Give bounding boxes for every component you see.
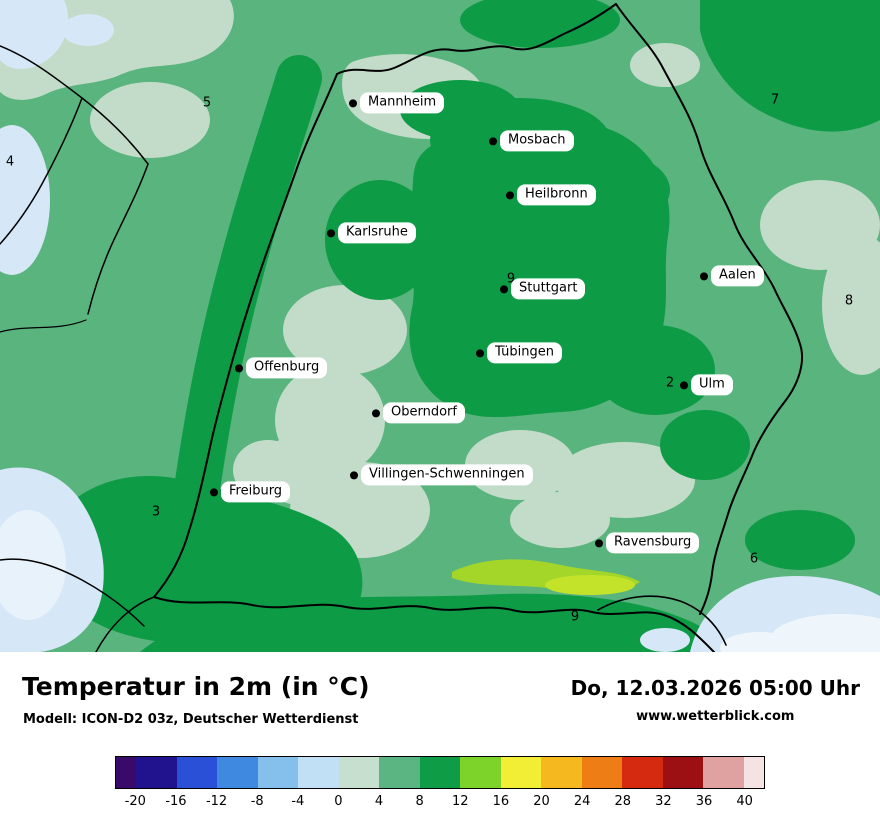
city-label: Mosbach: [500, 130, 574, 152]
city-marker: Ulm: [680, 374, 733, 396]
legend-segment: [136, 757, 177, 788]
legend-tick-label: -12: [205, 794, 228, 809]
legend-tick-label: 4: [374, 794, 384, 809]
city-label: Offenburg: [246, 357, 328, 379]
temperature-value: 7: [770, 92, 780, 108]
city-dot-icon: [700, 272, 708, 280]
temperature-value: 3: [151, 504, 161, 520]
city-dot-icon: [595, 539, 603, 547]
city-dot-icon: [476, 349, 484, 357]
city-dot-icon: [327, 229, 335, 237]
legend-tick-label: 40: [736, 794, 753, 809]
city-label: Stuttgart: [511, 278, 586, 300]
weather-map: Mannheim Mosbach Heilbronn Karlsruhe Stuttga…: [0, 0, 880, 652]
page-title: Temperatur in 2m (in °C): [22, 672, 370, 701]
temperature-value: 4: [5, 154, 15, 170]
legend-segment: [298, 757, 339, 788]
legend-tick-label: 12: [452, 794, 469, 809]
footer-right: Do, 12.03.2026 05:00 Uhr www.wetterblick…: [571, 676, 860, 724]
legend-tick-label: 0: [334, 794, 343, 809]
legend-tick-label: -20: [124, 794, 146, 809]
temperature-value: 9: [570, 609, 580, 625]
city-label: Karlsruhe: [338, 222, 416, 244]
city-marker: Mosbach: [489, 130, 574, 152]
legend-tick-label: -4: [291, 794, 305, 809]
map-annotations: Mannheim Mosbach Heilbronn Karlsruhe Stuttga…: [5, 92, 854, 625]
legend-segment: [176, 757, 218, 788]
city-dot-icon: [372, 409, 380, 417]
forecast-datetime: Do, 12.03.2026 05:00 Uhr: [570, 676, 860, 700]
legend-segment: [662, 757, 704, 788]
legend-tick-label: 28: [614, 794, 632, 809]
legend-segment: [257, 757, 299, 788]
city-dot-icon: [210, 488, 218, 496]
temperature-value: 5: [202, 95, 212, 111]
model-info: Modell: ICON-D2 03z, Deutscher Wetterdie…: [23, 712, 359, 727]
legend-tick-label: -8: [250, 794, 264, 809]
website-url: www.wetterblick.com: [636, 709, 795, 724]
city-marker: Oberndorf: [372, 402, 465, 424]
legend-segment: [703, 757, 744, 788]
legend-segment: [743, 757, 764, 788]
legend-segment: [622, 757, 663, 788]
legend-segment: [217, 757, 258, 788]
city-label: Freiburg: [221, 481, 291, 503]
city-label: Tübingen: [487, 342, 562, 364]
legend-segment: [500, 757, 542, 788]
legend-tick-label: 16: [492, 794, 510, 809]
legend-tick-label: -16: [165, 794, 187, 809]
city-marker: Offenburg: [235, 357, 328, 379]
city-dot-icon: [349, 99, 357, 107]
city-label: Ulm: [691, 374, 733, 396]
temperature-value: 2: [665, 375, 675, 391]
city-marker: Villingen-Schwenningen: [350, 464, 533, 486]
city-label: Mannheim: [360, 92, 445, 114]
city-marker: Stuttgart: [500, 278, 586, 300]
city-dot-icon: [680, 381, 688, 389]
legend-segment: [116, 757, 137, 788]
legend-segment: [541, 757, 582, 788]
city-dot-icon: [235, 364, 243, 372]
legend-ticks: -20 -16 -12 -8 -4 0 4 8 12 16 20 24 28 32 36 40: [115, 794, 765, 814]
city-marker: Freiburg: [210, 481, 291, 503]
legend-tick-label: 20: [533, 794, 550, 809]
legend-tick-label: 8: [415, 794, 424, 809]
legend-tick-label: 24: [573, 794, 591, 809]
city-marker: Aalen: [700, 265, 764, 287]
city-label: Heilbronn: [517, 184, 596, 206]
legend-segment: [338, 757, 380, 788]
city-dot-icon: [350, 471, 358, 479]
city-dot-icon: [500, 285, 508, 293]
legend-segment: [460, 757, 501, 788]
city-label: Oberndorf: [383, 402, 465, 424]
city-marker: Tübingen: [476, 342, 562, 364]
temperature-value: 6: [749, 551, 759, 567]
footer: Temperatur in 2m (in °C) Modell: ICON-D2…: [0, 652, 880, 830]
city-marker: Mannheim: [349, 92, 445, 114]
city-marker: Karlsruhe: [327, 222, 416, 244]
legend-bar: [115, 756, 765, 789]
legend-segment: [419, 757, 461, 788]
city-label: Ravensburg: [606, 532, 700, 554]
city-dot-icon: [489, 137, 497, 145]
temperature-value: 8: [844, 293, 854, 309]
city-marker: Ravensburg: [595, 532, 700, 554]
temperature-value: 9: [506, 271, 516, 287]
city-dot-icon: [506, 191, 514, 199]
city-label: Villingen-Schwenningen: [361, 464, 533, 486]
legend-segment: [581, 757, 623, 788]
legend-segment: [379, 757, 420, 788]
legend-tick-label: 36: [695, 794, 713, 809]
legend-tick-label: 32: [655, 794, 672, 809]
city-marker: Heilbronn: [506, 184, 596, 206]
city-label: Aalen: [711, 265, 764, 287]
